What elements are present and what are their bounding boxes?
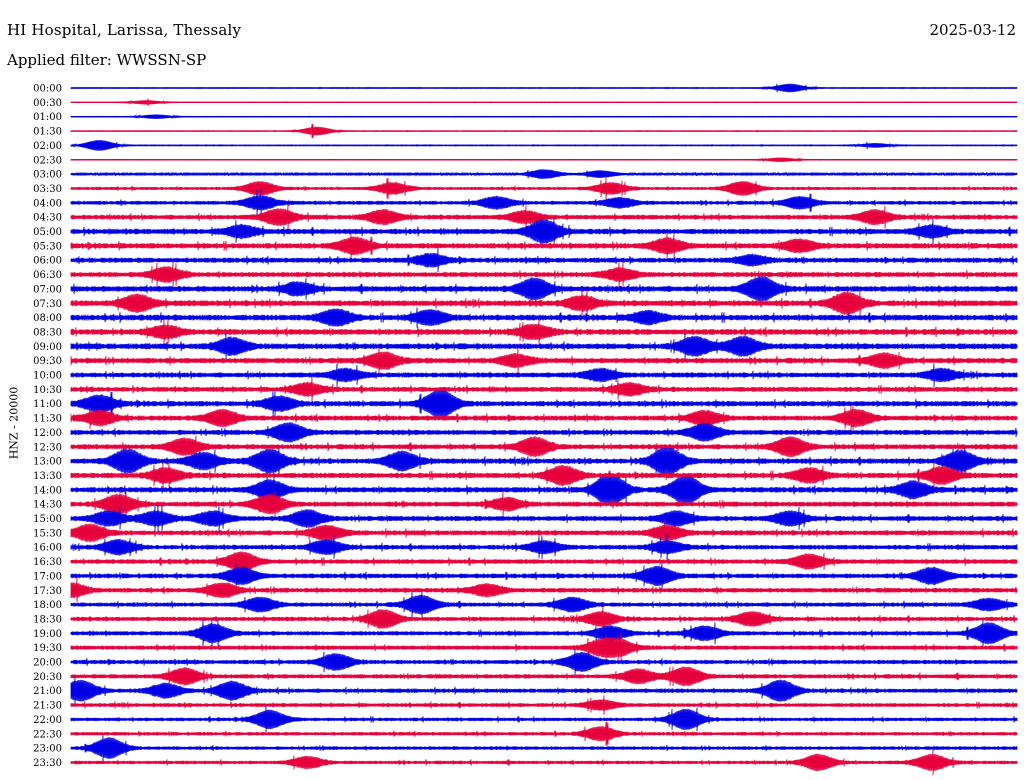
row-time-label: 23:30 [33,758,62,769]
station-title: HI Hospital, Larissa, Thessaly [7,21,242,39]
row-time-label: 15:30 [33,528,62,539]
row-time-label: 16:00 [33,543,62,554]
row-time-label: 18:00 [33,600,62,611]
row-time-label: 22:30 [33,729,62,740]
row-time-label: 20:00 [33,658,62,669]
row-time-label: 02:00 [33,141,62,152]
row-time-label: 01:00 [33,112,62,123]
row-time-label: 14:00 [33,485,62,496]
row-time-label: 14:30 [33,500,62,511]
row-time-label: 04:30 [33,213,62,224]
row-time-label: 16:30 [33,557,62,568]
row-time-label: 21:30 [33,701,62,712]
row-time-label: 12:00 [33,428,62,439]
row-time-label: 11:00 [33,399,62,410]
row-time-label: 05:00 [33,227,62,238]
row-time-label: 06:30 [33,270,62,281]
row-time-label: 07:00 [33,284,62,295]
row-time-label: 03:30 [33,184,62,195]
row-time-label: 19:30 [33,643,62,654]
row-time-label: 23:00 [33,744,62,755]
row-time-label: 08:30 [33,327,62,338]
row-time-label: 22:00 [33,715,62,726]
row-time-label: 06:00 [33,256,62,267]
row-time-label: 19:00 [33,629,62,640]
row-time-label: 10:30 [33,385,62,396]
row-time-label: 00:00 [33,84,62,95]
row-time-label: 01:30 [33,127,62,138]
row-time-label: 10:00 [33,371,62,382]
row-time-label: 11:30 [33,414,62,425]
row-time-label: 02:30 [33,155,62,166]
row-time-label: 03:00 [33,170,62,181]
row-time-label: 18:30 [33,614,62,625]
row-time-label: 20:30 [33,672,62,683]
row-time-label: 13:30 [33,471,62,482]
row-time-label: 08:00 [33,313,62,324]
row-time-label: 07:30 [33,299,62,310]
row-time-label: 04:00 [33,198,62,209]
row-time-label: 09:00 [33,342,62,353]
row-time-label: 12:30 [33,442,62,453]
row-time-label: 05:30 [33,241,62,252]
row-time-label: 15:00 [33,514,62,525]
row-time-label: 17:00 [33,571,62,582]
filter-label: Applied filter: WWSSN-SP [7,51,207,69]
row-time-label: 13:00 [33,457,62,468]
date-label: 2025-03-12 [929,21,1016,39]
row-time-label: 00:30 [33,98,62,109]
row-time-label: 21:00 [33,686,62,697]
row-time-label: 17:30 [33,586,62,597]
row-time-label: 09:30 [33,356,62,367]
